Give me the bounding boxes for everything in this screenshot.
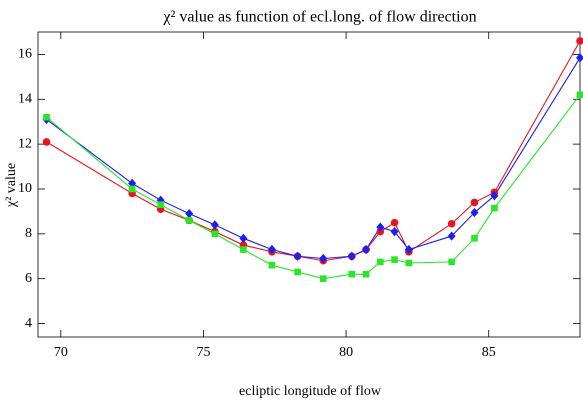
point: [471, 235, 478, 242]
point: [185, 217, 193, 224]
point: [377, 258, 384, 266]
chart-title: χ² value as function of ecl.long. of flo…: [162, 9, 476, 26]
point: [347, 251, 356, 261]
x-tick-label: 70: [54, 345, 68, 360]
point: [348, 270, 356, 278]
point: [128, 185, 136, 193]
point: [240, 246, 247, 253]
series-line: [46, 94, 581, 280]
point: [576, 53, 583, 63]
point: [447, 231, 456, 241]
series-line: [46, 57, 581, 260]
point: [404, 244, 413, 255]
x-axis-label: ecliptic longitude of flow: [239, 384, 382, 399]
point: [470, 198, 479, 207]
y-tick-label: 12: [18, 136, 32, 151]
point: [390, 226, 399, 237]
point: [267, 244, 276, 255]
point: [157, 201, 164, 208]
point: [448, 258, 455, 266]
point: [185, 209, 194, 219]
y-tick-label: 8: [25, 226, 32, 241]
point: [239, 233, 248, 243]
point: [128, 178, 137, 188]
point: [391, 256, 398, 263]
point: [447, 219, 456, 228]
x-tick-label: 75: [196, 345, 210, 360]
y-axis-label: χ² value: [4, 163, 19, 208]
y-tick-label: 16: [18, 47, 32, 62]
x-tick-label: 85: [482, 345, 496, 360]
point: [319, 253, 328, 264]
point: [268, 261, 276, 269]
y-tick-label: 6: [25, 271, 32, 286]
point: [576, 37, 583, 45]
point: [43, 113, 50, 121]
point: [211, 230, 219, 238]
point: [390, 218, 399, 227]
point: [293, 251, 302, 261]
point: [576, 91, 583, 99]
point: [470, 207, 479, 218]
y-tick-label: 4: [25, 316, 32, 331]
x-tick-label: 80: [339, 345, 353, 360]
point: [294, 268, 301, 276]
point: [405, 259, 413, 267]
point: [490, 191, 499, 201]
plot-frame: [37, 31, 581, 338]
y-tick-label: 14: [18, 91, 32, 106]
y-tick-label: 10: [18, 181, 32, 196]
point: [42, 138, 51, 146]
point: [376, 222, 385, 232]
point: [491, 204, 498, 212]
point: [210, 220, 219, 230]
point: [319, 275, 327, 282]
point: [362, 270, 370, 278]
series-line: [46, 40, 581, 262]
point: [362, 244, 371, 255]
